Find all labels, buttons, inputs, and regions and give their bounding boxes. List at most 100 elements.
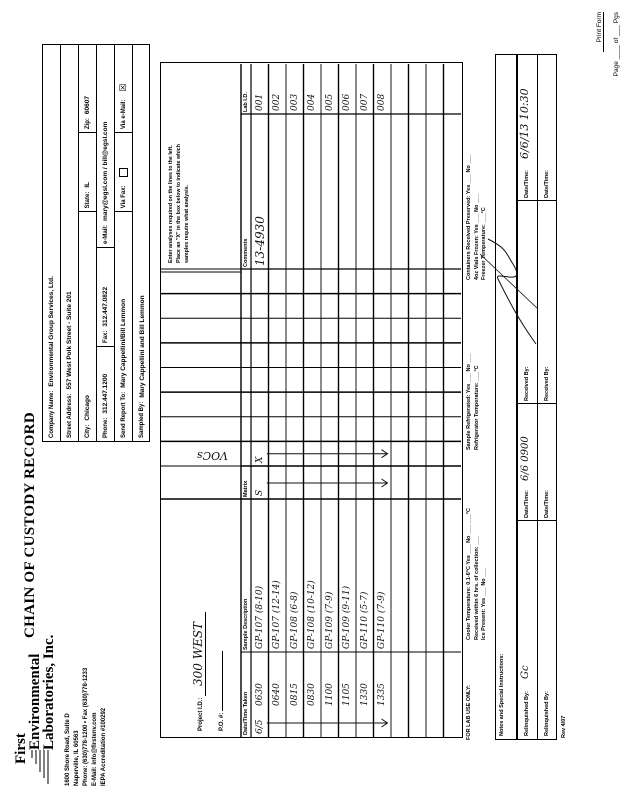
lab-id-cell[interactable]: 007 [359, 93, 370, 111]
matrix-cell[interactable] [269, 466, 287, 499]
lab-id-cell[interactable] [409, 64, 427, 114]
received-within-field[interactable]: Received within 6 hrs. of collection: __… [473, 535, 480, 640]
lab-id-cell[interactable]: 003 [289, 93, 300, 111]
time-cell[interactable]: 0815 [289, 683, 300, 706]
time-cell[interactable]: 0630 [254, 683, 265, 706]
fax-field[interactable]: 312.447.0822 [102, 286, 109, 327]
matrix-cell[interactable] [444, 466, 462, 499]
refrigerator-temp-field[interactable]: Refrigerator Temperature: ___°C [473, 365, 480, 450]
time-cell[interactable]: 1100 [324, 683, 335, 706]
date-cell[interactable] [426, 709, 444, 737]
received-by-signature[interactable] [478, 229, 540, 349]
matrix-cell[interactable] [321, 466, 339, 499]
description-cell[interactable] [391, 499, 409, 652]
matrix-cell[interactable] [286, 466, 304, 499]
sample-refrigerated-field[interactable]: Sample Refrigerated: Yes ___ No ___ [466, 353, 472, 450]
lab-id-cell[interactable]: 004 [307, 93, 318, 111]
description-cell[interactable]: GP-108 (10-12) [307, 580, 318, 649]
lab-id-cell[interactable]: 005 [324, 93, 335, 111]
date-cell[interactable] [339, 709, 357, 737]
analysis-cell[interactable] [444, 441, 462, 466]
matrix-cell[interactable] [391, 466, 409, 499]
lab-id-cell[interactable]: 001 [254, 93, 265, 111]
description-cell[interactable]: GP-110 (5-7) [359, 591, 370, 649]
matrix-cell[interactable] [409, 466, 427, 499]
lab-id-cell[interactable]: 006 [342, 93, 353, 111]
comments-cell[interactable] [286, 114, 304, 269]
matrix-cell[interactable] [339, 466, 357, 499]
description-cell[interactable]: GP-107 (8-10) [254, 585, 265, 649]
time-cell[interactable]: 1335 [377, 683, 388, 706]
time-cell[interactable]: 1330 [359, 683, 370, 706]
date-cell[interactable] [286, 709, 304, 737]
matrix-cell[interactable]: S [254, 489, 265, 496]
date-cell[interactable] [374, 709, 392, 737]
analysis-cell[interactable]: X [254, 456, 265, 463]
state-field[interactable]: IL [84, 181, 91, 188]
send-report-field[interactable]: Mary Cappellini/Bill Lemmon [120, 298, 127, 388]
matrix-cell[interactable] [374, 466, 392, 499]
description-cell[interactable]: GP-108 (6-8) [289, 591, 300, 649]
comments-cell[interactable] [339, 114, 357, 269]
date-cell[interactable] [444, 709, 462, 737]
description-cell[interactable] [444, 499, 462, 652]
lab-id-cell[interactable] [444, 64, 462, 114]
notes-box[interactable]: Notes and Special Instructions: [495, 54, 517, 740]
via-email-checkbox[interactable]: ☒ [118, 83, 128, 92]
analysis-cell[interactable] [339, 441, 357, 466]
comments-cell[interactable] [374, 114, 392, 269]
relinquished-datetime-field[interactable]: 6/6 0900 [520, 436, 531, 481]
description-cell[interactable] [426, 499, 444, 652]
analysis-cell[interactable] [304, 441, 322, 466]
print-form-link[interactable]: Print Form [596, 12, 604, 53]
containers-preserved-field[interactable]: Containers Received Preserved: Yes ___ N… [466, 154, 472, 280]
description-cell[interactable]: GP-107 (12-14) [272, 580, 283, 649]
comments-cell[interactable] [391, 114, 409, 269]
matrix-cell[interactable] [304, 466, 322, 499]
date-cell[interactable]: 6/5 [254, 719, 265, 734]
comments-cell[interactable] [269, 114, 287, 269]
time-cell[interactable]: 0640 [272, 683, 283, 706]
lab-id-cell[interactable] [391, 64, 409, 114]
received-datetime-field[interactable]: 6/6/13 10:30 [518, 88, 531, 159]
date-cell[interactable] [304, 709, 322, 737]
phone-field[interactable]: 312.447.1200 [102, 373, 109, 414]
description-cell[interactable]: GP-109 (9-11) [342, 585, 353, 649]
ice-present-field[interactable]: Ice Present: Yes ___ No ___ [481, 567, 487, 640]
comments-cell[interactable] [356, 114, 374, 269]
via-fax-checkbox[interactable] [119, 168, 128, 178]
description-cell[interactable] [409, 499, 427, 652]
time-cell[interactable] [444, 652, 462, 709]
comments-cell[interactable] [321, 114, 339, 269]
email-field[interactable]: mary@egsl.com / bill@egsl.com [102, 121, 109, 221]
date-cell[interactable] [321, 709, 339, 737]
comments-cell[interactable] [444, 114, 462, 269]
city-field[interactable]: Chicago [84, 395, 91, 421]
time-cell[interactable] [391, 652, 409, 709]
street-field[interactable]: 557 West Polk Street - Suite 201 [66, 291, 73, 390]
analysis-cell[interactable] [391, 441, 409, 466]
lab-id-cell[interactable] [426, 64, 444, 114]
analysis-cell[interactable] [409, 441, 427, 466]
time-cell[interactable] [409, 652, 427, 709]
date-cell[interactable] [409, 709, 427, 737]
analysis-cell[interactable] [269, 441, 287, 466]
analysis-cell[interactable] [374, 441, 392, 466]
comments-cell[interactable] [304, 114, 322, 269]
comments-cell[interactable] [409, 114, 427, 269]
description-cell[interactable]: GP-110 (7-9) [377, 591, 388, 649]
sampled-by-field[interactable]: Mary Cappellini and Bill Lemmon [138, 295, 146, 398]
time-cell[interactable]: 0830 [307, 683, 318, 706]
date-cell[interactable] [356, 709, 374, 737]
time-cell[interactable]: 1105 [342, 683, 353, 706]
zip-field[interactable]: 60607 [84, 96, 91, 115]
matrix-cell[interactable] [426, 466, 444, 499]
analysis-cell[interactable] [356, 441, 374, 466]
lab-id-cell[interactable]: 008 [377, 93, 388, 111]
date-cell[interactable] [269, 709, 287, 737]
comments-cell[interactable]: 13-4930 [252, 216, 267, 266]
date-cell[interactable] [391, 709, 409, 737]
company-field[interactable]: Environmental Group Services, Ltd. [48, 276, 55, 387]
lab-id-cell[interactable]: 002 [272, 93, 283, 111]
analysis-column-header[interactable]: VOCs [197, 449, 228, 462]
